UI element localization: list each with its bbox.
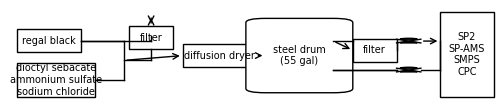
Text: filter: filter	[140, 32, 162, 43]
Polygon shape	[400, 42, 417, 43]
Bar	[440, 12, 494, 97]
Polygon shape	[400, 67, 417, 68]
Bar	[18, 29, 80, 52]
Text: steel drum
(55 gal): steel drum (55 gal)	[273, 45, 326, 66]
Polygon shape	[400, 38, 417, 39]
Text: filter: filter	[364, 45, 386, 55]
Bar	[18, 63, 95, 97]
Text: dioctyl sebacate
ammonium sulfate
sodium chloride: dioctyl sebacate ammonium sulfate sodium…	[10, 63, 102, 97]
Bar	[182, 44, 256, 67]
Polygon shape	[400, 71, 417, 72]
FancyBboxPatch shape	[246, 18, 353, 93]
Text: SP2
SP-AMS
SMPS
CPC: SP2 SP-AMS SMPS CPC	[449, 32, 485, 77]
Bar	[129, 26, 173, 49]
Text: diffusion dryer: diffusion dryer	[184, 51, 254, 61]
Text: regal black: regal black	[22, 36, 76, 46]
Bar	[353, 39, 397, 62]
